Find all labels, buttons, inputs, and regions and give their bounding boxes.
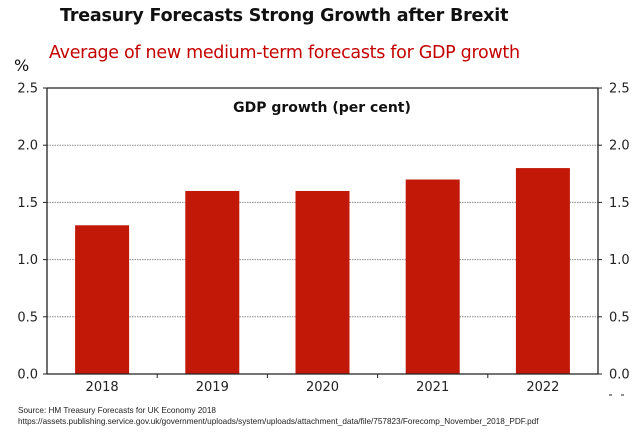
chart-subtitle: Average of new medium-term forecasts for…	[49, 43, 520, 63]
y-axis-unit-label: %	[14, 56, 30, 75]
bar	[405, 179, 460, 374]
y-tick-label-left: 0.0	[17, 368, 38, 383]
y-tick-label-left: 2.5	[17, 82, 38, 97]
source-url: https://assets.publishing.service.gov.uk…	[18, 416, 539, 426]
x-category-label: 2022	[526, 380, 559, 395]
x-category-label: 2018	[86, 380, 119, 395]
inner-chart-label: GDP growth (per cent)	[233, 100, 411, 116]
chart-title: Treasury Forecasts Strong Growth after B…	[60, 6, 509, 26]
axes	[46, 87, 624, 396]
y-tick-label-right: 2.5	[609, 82, 630, 97]
bar	[75, 225, 130, 374]
x-category-label: 2020	[306, 380, 339, 395]
x-category-label: 2019	[196, 380, 229, 395]
y-tick-label-left: 1.5	[17, 196, 38, 211]
left-y-ticks: 0.0 0.5 1.0 1.5 2.0 2.5	[17, 82, 47, 383]
right-y-ticks: 0.0 0.5 1.0 1.5 2.0 2.5	[598, 82, 630, 383]
x-category-label: 2021	[416, 380, 449, 395]
source-note: Source: HM Treasury Forecasts for UK Eco…	[18, 406, 539, 427]
bars	[75, 168, 570, 374]
x-category-labels: 2018 2019 2020 2021 2022	[86, 380, 560, 395]
y-tick-label-right: 2.0	[609, 139, 630, 154]
y-tick-label-right: 0.0	[609, 368, 630, 383]
bar	[515, 168, 570, 374]
y-tick-label-left: 1.0	[17, 253, 38, 268]
y-tick-label-left: 0.5	[17, 310, 38, 325]
bar	[295, 190, 350, 374]
y-tick-label-right: 1.5	[609, 196, 630, 211]
source-line: Source: HM Treasury Forecasts for UK Eco…	[18, 406, 216, 415]
bar	[185, 190, 240, 374]
y-tick-label-left: 2.0	[17, 139, 38, 154]
y-tick-label-right: 0.5	[609, 310, 630, 325]
y-tick-label-right: 1.0	[609, 253, 630, 268]
